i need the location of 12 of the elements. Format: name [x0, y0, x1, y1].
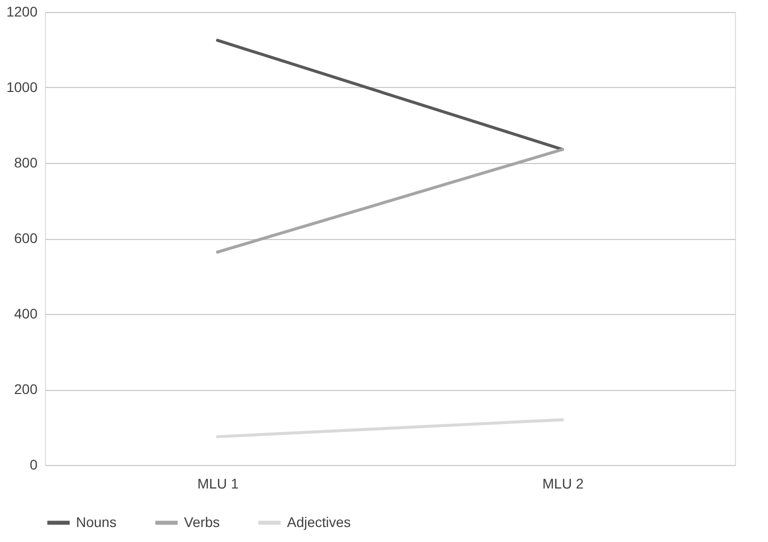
x-tick-label: MLU 2: [542, 476, 584, 492]
y-tick-label: 800: [14, 154, 38, 170]
y-tick-label: 600: [14, 230, 38, 246]
y-tick-label: 400: [14, 306, 38, 322]
legend-label: Nouns: [76, 514, 116, 530]
y-tick-label: 0: [30, 456, 38, 472]
y-tick-label: 1200: [6, 4, 38, 20]
y-tick-label: 1000: [6, 79, 38, 95]
y-tick-label: 200: [14, 381, 38, 397]
legend-label: Verbs: [184, 514, 220, 530]
legend-label: Adjectives: [287, 514, 351, 530]
x-tick-label: MLU 1: [197, 476, 239, 492]
